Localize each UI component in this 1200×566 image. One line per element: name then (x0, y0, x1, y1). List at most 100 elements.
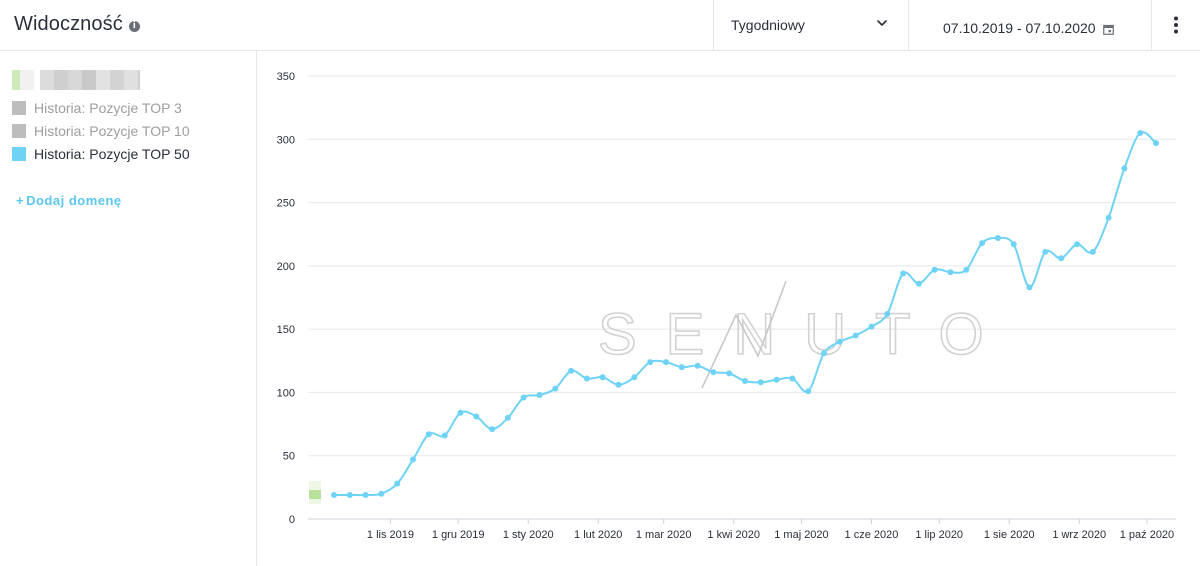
data-point[interactable] (915, 280, 922, 287)
x-axis: 1 lis 2019 1 gru 2019 1 sty 2020 1 lut 2020… (367, 519, 1174, 541)
data-point[interactable] (726, 370, 733, 377)
x-tick-label: 1 mar 2020 (636, 529, 692, 541)
watermark-slash (701, 280, 787, 389)
series-points (331, 130, 1159, 498)
legend-label-top50: Historia: Pozycje TOP 50 (34, 146, 190, 162)
data-point[interactable] (773, 376, 780, 383)
data-point[interactable] (678, 364, 685, 371)
data-point[interactable] (994, 235, 1001, 241)
x-tick-label: 1 wrz 2020 (1052, 529, 1106, 541)
period-dropdown-label: Tygodniowy (731, 17, 805, 33)
data-point[interactable] (694, 362, 701, 369)
data-point[interactable] (663, 359, 669, 366)
data-point[interactable] (931, 266, 938, 273)
x-tick-label: 1 sie 2020 (984, 529, 1035, 541)
start-marker (309, 481, 321, 504)
data-point[interactable] (979, 240, 986, 247)
data-point[interactable] (710, 369, 717, 376)
data-point[interactable] (473, 413, 480, 420)
data-point[interactable] (1137, 130, 1144, 136)
data-point[interactable] (536, 392, 543, 398)
data-point[interactable] (631, 374, 638, 381)
legend-swatch (12, 101, 26, 115)
y-tick-label: 300 (277, 134, 295, 146)
period-dropdown[interactable]: Tygodniowy (713, 0, 909, 51)
x-tick-label: 1 lip 2020 (915, 529, 963, 541)
legend-item-top3[interactable]: Historia: Pozycje TOP 3 (12, 100, 182, 116)
data-point[interactable] (599, 374, 606, 381)
y-tick-label: 150 (277, 324, 295, 336)
x-tick-label: 1 kwi 2020 (707, 529, 760, 541)
legend-item-top10[interactable]: Historia: Pozycje TOP 10 (12, 123, 190, 139)
data-point[interactable] (394, 480, 401, 487)
data-point[interactable] (1074, 241, 1080, 248)
data-point[interactable] (1058, 255, 1065, 262)
visibility-chart: SENUTO 1 lis 2019 1 gru 2019 1 sty 2020 1 l… (258, 51, 1200, 566)
date-range-label: 07.10.2019 - 07.10.2020 (943, 20, 1096, 36)
data-point[interactable] (647, 359, 654, 366)
data-point[interactable] (331, 492, 337, 498)
x-tick-label: 1 maj 2020 (774, 529, 828, 541)
y-axis: 0 50 100 150 200 250 300 350 (277, 71, 295, 526)
data-point[interactable] (1042, 248, 1049, 255)
data-point[interactable] (947, 269, 954, 276)
data-point[interactable] (425, 431, 432, 438)
y-tick-label: 200 (277, 261, 295, 273)
data-point[interactable] (836, 338, 843, 345)
title-group: Widoczność i (14, 13, 140, 36)
data-point[interactable] (821, 350, 827, 357)
data-point[interactable] (805, 388, 812, 395)
data-point[interactable] (489, 426, 496, 433)
legend-swatch (12, 147, 26, 161)
data-point[interactable] (884, 311, 891, 317)
data-point[interactable] (963, 266, 970, 273)
legend-label-top3: Historia: Pozycje TOP 3 (34, 100, 182, 116)
info-icon[interactable]: i (128, 20, 140, 32)
add-domain-label: Dodaj domenę (26, 193, 122, 208)
data-point[interactable] (789, 375, 796, 382)
data-point[interactable] (346, 492, 353, 498)
data-point[interactable] (852, 332, 859, 339)
data-point[interactable] (520, 394, 527, 401)
sidebar: Historia: Pozycje TOP 3 Historia: Pozycj… (0, 51, 257, 566)
x-tick-label: 1 sty 2020 (503, 529, 554, 541)
data-point[interactable] (1121, 165, 1128, 172)
blurred-domain-name (12, 70, 152, 90)
data-point[interactable] (1153, 140, 1159, 147)
data-point[interactable] (1105, 214, 1112, 221)
data-point[interactable] (1010, 241, 1017, 248)
y-tick-label: 50 (283, 451, 295, 463)
x-tick-label: 1 lut 2020 (574, 529, 622, 541)
data-point[interactable] (868, 323, 875, 330)
date-range-picker[interactable]: 07.10.2019 - 07.10.2020 (909, 0, 1149, 51)
x-tick-label: 1 lis 2019 (367, 529, 414, 541)
data-point[interactable] (1026, 284, 1033, 291)
y-tick-label: 100 (277, 387, 295, 399)
y-tick-label: 350 (277, 71, 295, 83)
data-point[interactable] (552, 385, 559, 392)
data-point[interactable] (900, 270, 907, 277)
chart-svg: SENUTO 1 lis 2019 1 gru 2019 1 sty 2020 1 l… (277, 71, 1176, 541)
legend-item-top50[interactable]: Historia: Pozycje TOP 50 (12, 146, 190, 162)
data-point[interactable] (457, 409, 464, 416)
data-point[interactable] (615, 381, 622, 388)
data-point[interactable] (441, 432, 448, 439)
data-point[interactable] (583, 375, 590, 382)
data-point[interactable] (568, 367, 575, 374)
x-tick-label: 1 paź 2020 (1120, 529, 1174, 541)
x-tick-label: 1 gru 2019 (432, 529, 485, 541)
data-point[interactable] (1089, 248, 1096, 255)
grid-lines (308, 75, 1176, 520)
data-point[interactable] (362, 492, 369, 498)
page-title: Widoczność (14, 13, 123, 35)
data-point[interactable] (742, 378, 748, 384)
top-bar: Widoczność i Tygodniowy 07.10.2019 - 07.… (0, 0, 1200, 51)
data-point[interactable] (504, 414, 511, 421)
plus-icon: + (16, 193, 25, 208)
more-options-button[interactable] (1151, 0, 1200, 51)
data-point[interactable] (378, 490, 385, 497)
add-domain-button[interactable]: + Dodaj domenę (16, 193, 122, 208)
data-point[interactable] (410, 456, 416, 463)
senuto-watermark: SENUTO (597, 280, 984, 389)
data-point[interactable] (757, 379, 764, 386)
